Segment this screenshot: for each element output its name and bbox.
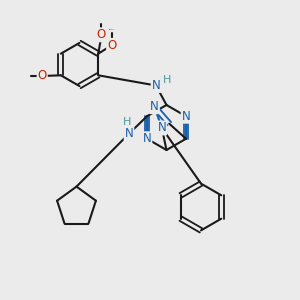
- Text: O: O: [97, 28, 106, 41]
- Text: N: N: [182, 110, 190, 123]
- Text: H: H: [163, 75, 172, 85]
- Text: N: N: [150, 100, 159, 113]
- Text: N: N: [152, 79, 160, 92]
- Text: methoxy: methoxy: [109, 29, 115, 30]
- Text: O: O: [38, 69, 47, 82]
- Text: N: N: [158, 122, 166, 134]
- Text: H: H: [122, 117, 131, 127]
- Text: N: N: [142, 132, 152, 145]
- Text: O: O: [107, 39, 116, 52]
- Text: N: N: [124, 127, 134, 140]
